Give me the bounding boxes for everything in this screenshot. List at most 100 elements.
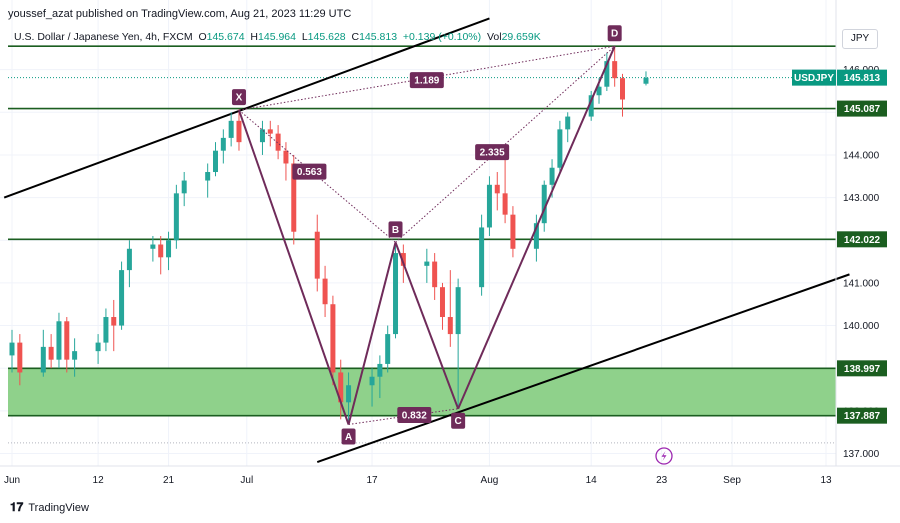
candle-body (439, 287, 445, 318)
volume-value: 29.659K (501, 31, 541, 43)
pattern-leg (394, 242, 460, 410)
candle-body (424, 261, 430, 266)
tradingview-logo-icon[interactable]: 𝟏𝟕 (10, 500, 24, 514)
candle (95, 334, 101, 364)
footer-brand[interactable]: TradingView (28, 501, 89, 514)
candle-body (228, 120, 234, 138)
candle (275, 125, 281, 160)
candle-body (236, 120, 242, 143)
candle (393, 242, 399, 339)
close-value: 145.813 (359, 31, 398, 43)
price-tags: 145.087 142.022 138.997 137.887 USDJPY 145.81… (792, 69, 887, 424)
ratio-label-text: 0.563 (297, 167, 322, 178)
candle-body (103, 317, 109, 343)
candles (9, 46, 649, 425)
candle (494, 172, 500, 211)
level-price-tag: 138.997 (837, 360, 887, 377)
y-tick-label: 144.000 (843, 150, 880, 161)
candle-body (549, 167, 555, 185)
candle-body (479, 227, 485, 288)
candle-body (596, 86, 602, 96)
candle (486, 176, 492, 236)
ratio-label-box (292, 163, 327, 180)
candle-body (447, 317, 453, 335)
candle (565, 112, 571, 143)
candle-body (267, 129, 273, 134)
candle-body (72, 351, 78, 360)
candle (283, 142, 289, 181)
candle-body (330, 304, 336, 373)
candle-body (557, 129, 563, 168)
candle-body (588, 95, 594, 117)
level-price-tag: 145.087 (837, 100, 887, 117)
candle-body (565, 116, 571, 130)
close-label: C (351, 31, 360, 43)
symbol-legend: U.S. Dollar / Japanese Yen, 4h, FXCM O14… (14, 31, 541, 43)
candle-body (95, 342, 101, 352)
candle (377, 355, 383, 399)
ratio-label: 1.189 (409, 72, 444, 89)
candle-body (181, 180, 187, 194)
pattern-point-box (341, 428, 356, 445)
pattern-leg (238, 109, 350, 425)
candle (259, 120, 265, 155)
ratio-label-text: 1.189 (414, 76, 439, 87)
ratio-label: 2.335 (475, 144, 510, 161)
pattern-point-box (607, 25, 622, 42)
candle (541, 180, 547, 232)
candle (17, 334, 23, 386)
candle-body (486, 184, 492, 228)
y-tick-label: 143.000 (843, 193, 880, 204)
candle-body (48, 346, 54, 360)
candle-body (400, 253, 406, 266)
pattern-point-box (231, 89, 246, 106)
level-price-tag-box (837, 231, 887, 248)
candle-body (259, 129, 265, 143)
candle-body (111, 317, 117, 326)
currency-button[interactable]: JPY (842, 29, 878, 49)
instrument-name: U.S. Dollar / Japanese Yen, 4h, FXCM (14, 31, 193, 43)
candle (228, 112, 234, 147)
x-tick-label: 13 (820, 475, 832, 486)
candle (56, 312, 62, 369)
candle-body (455, 287, 461, 335)
ratio-label: 0.832 (397, 407, 432, 424)
candle (126, 240, 132, 288)
x-tick-label: Aug (481, 475, 499, 486)
candle (111, 299, 117, 352)
harmonic-pattern: 0.563 0.832 2.335 1.189 X A B C D (231, 25, 622, 445)
symbol-tag-box (792, 69, 836, 86)
low-label: L (301, 31, 308, 43)
candle-body (346, 385, 352, 403)
pattern-point-b: B (388, 221, 403, 238)
candle (455, 278, 461, 409)
candle (103, 308, 109, 352)
ratio-label: 0.563 (292, 163, 327, 180)
level-price-tag: 142.022 (837, 231, 887, 248)
pattern-point-x: X (231, 89, 246, 106)
candle (314, 214, 320, 292)
x-tick-label: Sep (723, 475, 741, 486)
symbol-tag: USDJPY (792, 69, 836, 86)
candle-body (385, 334, 391, 364)
candle (267, 120, 273, 147)
last-price-tag-box (837, 69, 887, 86)
candle (322, 265, 328, 318)
candle-body (126, 248, 132, 271)
replay-icon[interactable] (655, 447, 673, 465)
candle-body (377, 363, 383, 377)
candle (604, 52, 610, 91)
candle (620, 73, 625, 117)
candle (346, 372, 352, 425)
x-tick-label: 14 (586, 475, 598, 486)
candle (612, 46, 618, 87)
ratio-label-text: 0.832 (402, 411, 427, 422)
candle-body (432, 261, 438, 288)
candle-body (620, 78, 625, 100)
candle (330, 295, 336, 386)
candle (150, 235, 156, 262)
level-price-tag-text: 137.887 (844, 411, 881, 422)
pattern-leg (347, 242, 397, 425)
high-value: 145.964 (258, 31, 296, 43)
